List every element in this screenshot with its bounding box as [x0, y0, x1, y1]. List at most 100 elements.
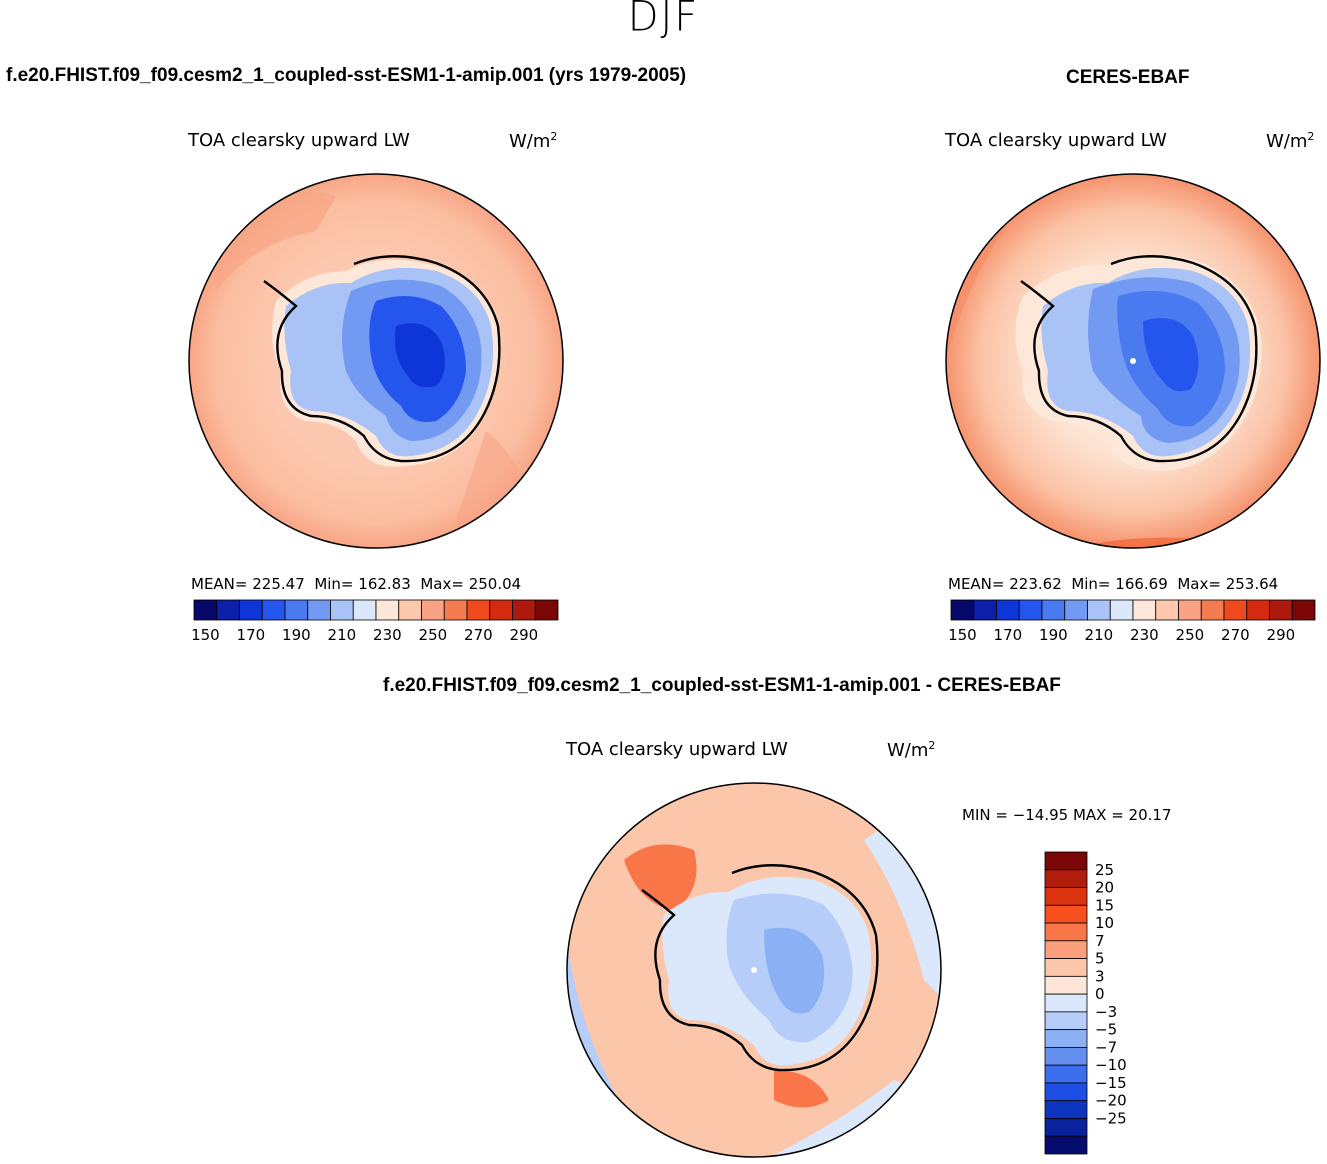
obs-pole-point — [1130, 358, 1136, 364]
diff-colorbar-box — [1044, 958, 1088, 977]
model-colorbar-box — [284, 599, 309, 621]
diff-colorbar-box — [1044, 1029, 1088, 1048]
obs-coastline — [1020, 255, 1258, 463]
model-colorbar-tick: 230 — [373, 626, 402, 644]
diff-colorbar-tick: −15 — [1095, 1074, 1127, 1092]
obs-colorbar-box — [1109, 599, 1134, 621]
obs-units: W/m2 — [1266, 130, 1315, 152]
model-polar-map — [188, 173, 564, 549]
obs-colorbar-tick: 230 — [1130, 626, 1159, 644]
obs-colorbar-box — [1155, 599, 1179, 621]
diff-colorbar-box — [1044, 1011, 1088, 1031]
model-coastline — [263, 255, 501, 463]
diff-colorbar-tick: −10 — [1095, 1056, 1127, 1074]
obs-colorbar-tick: 270 — [1221, 626, 1250, 644]
obs-colorbar-tick: 170 — [994, 626, 1023, 644]
diff-colorbar-tick: −20 — [1095, 1092, 1127, 1110]
diff-colorbar-tick: −25 — [1095, 1109, 1127, 1127]
obs-map-border — [945, 173, 1321, 549]
diff-colorbar-box — [1044, 940, 1088, 959]
obs-colorbar-box — [996, 599, 1020, 621]
diff-ice-sheet-core — [764, 927, 825, 1014]
obs-colorbar-box — [973, 599, 997, 621]
diff-polar-map — [566, 782, 942, 1158]
obs-colorbar-tick: 210 — [1085, 626, 1114, 644]
model-colorbar-box — [443, 599, 468, 621]
diff-colorbar-box — [1044, 869, 1088, 888]
obs-colorbar-box — [1041, 599, 1066, 621]
diff-minmax: MIN = −14.95 MAX = 20.17 — [962, 806, 1172, 824]
model-colorbar-tick: 270 — [464, 626, 493, 644]
diff-colorbar-tick: 7 — [1095, 932, 1105, 950]
diff-colorbar-tick: −3 — [1095, 1003, 1117, 1021]
model-colorbar-tick: 190 — [282, 626, 311, 644]
obs-colorbar-box — [1178, 599, 1202, 621]
model-variable-title: TOA clearsky upward LW — [188, 130, 410, 151]
obs-polar-map — [945, 173, 1321, 549]
model-min-label: Min= — [314, 575, 354, 593]
obs-stats: MEAN= 223.62 Min= 166.69 Max= 253.64 — [948, 575, 1278, 593]
diff-warm-region-2 — [774, 1070, 829, 1108]
obs-colorbar-box — [1223, 599, 1248, 621]
model-colorbar-box — [466, 599, 491, 621]
obs-min-label: Min= — [1071, 575, 1111, 593]
diff-colorbar-tick: 10 — [1095, 914, 1114, 932]
model-case-title: f.e20.FHIST.f09_f09.cesm2_1_coupled-sst-… — [6, 65, 687, 86]
model-colorbar-box — [216, 599, 240, 621]
diff-colorbar-box — [1044, 887, 1088, 906]
diff-colorbar-box — [1044, 851, 1088, 871]
obs-colorbar-box — [1246, 599, 1270, 621]
diff-colorbar-tick: 15 — [1095, 896, 1114, 914]
obs-colorbar-box — [1132, 599, 1157, 621]
obs-max-label: Max= — [1177, 575, 1221, 593]
model-min-value: 162.83 — [358, 575, 411, 593]
model-ice-sheet-min — [394, 323, 445, 388]
model-units: W/m2 — [509, 130, 558, 152]
obs-colorbar-box — [1269, 599, 1293, 621]
model-colorbar-box — [512, 599, 536, 621]
diff-colorbar-box — [1044, 975, 1088, 995]
diff-units: W/m2 — [887, 739, 936, 761]
obs-min-value: 166.69 — [1115, 575, 1168, 593]
diff-cool-region-east — [864, 820, 941, 1000]
obs-colorbar-box — [1018, 599, 1043, 621]
diff-variable-title: TOA clearsky upward LW — [566, 739, 788, 760]
model-colorbar: 150 170 190 210 230 250 270 290 — [192, 599, 559, 644]
diff-colorbar-tick: −5 — [1095, 1021, 1117, 1039]
model-colorbar-box — [307, 599, 331, 621]
model-colorbar-box — [239, 599, 263, 621]
diff-case-title: f.e20.FHIST.f09_f09.cesm2_1_coupled-sst-… — [383, 675, 1061, 696]
obs-colorbar-box — [1064, 599, 1088, 621]
diff-colorbar-box — [1044, 1082, 1088, 1102]
obs-colorbar-tick: 150 — [949, 626, 977, 644]
model-colorbar-tick: 290 — [510, 626, 539, 644]
obs-colorbar-box — [950, 599, 975, 621]
diff-colorbar-box — [1044, 1047, 1088, 1066]
model-max-value: 250.04 — [468, 575, 522, 593]
obs-colorbar-tick: 290 — [1267, 626, 1296, 644]
model-mean-label: MEAN= — [191, 575, 248, 593]
season-title: DJF — [627, 0, 700, 42]
obs-mean-value: 223.62 — [1009, 575, 1062, 593]
diff-colorbar-tick: 0 — [1095, 985, 1105, 1003]
diff-colorbar-box — [1044, 1118, 1088, 1137]
model-colorbar-box — [534, 599, 559, 621]
diff-colorbar-tick: 20 — [1095, 879, 1114, 897]
diff-colorbar-box — [1044, 993, 1088, 1013]
model-colorbar-box — [330, 599, 354, 621]
obs-colorbar-tick: 190 — [1039, 626, 1068, 644]
diff-colorbar-tick: 5 — [1095, 950, 1105, 968]
obs-case-title: CERES-EBAF — [1066, 67, 1190, 88]
diff-map-border — [566, 782, 942, 1158]
obs-colorbar-box — [1200, 599, 1225, 621]
diff-colorbar-tick: −7 — [1095, 1038, 1117, 1056]
diff-colorbar-box — [1044, 1135, 1088, 1155]
obs-mean-label: MEAN= — [948, 575, 1005, 593]
model-colorbar-box — [375, 599, 400, 621]
model-colorbar-box — [193, 599, 218, 621]
model-colorbar-box — [352, 599, 377, 621]
diff-warm-region — [624, 844, 697, 910]
model-colorbar-box — [489, 599, 513, 621]
diff-colorbar-box — [1044, 1100, 1088, 1119]
